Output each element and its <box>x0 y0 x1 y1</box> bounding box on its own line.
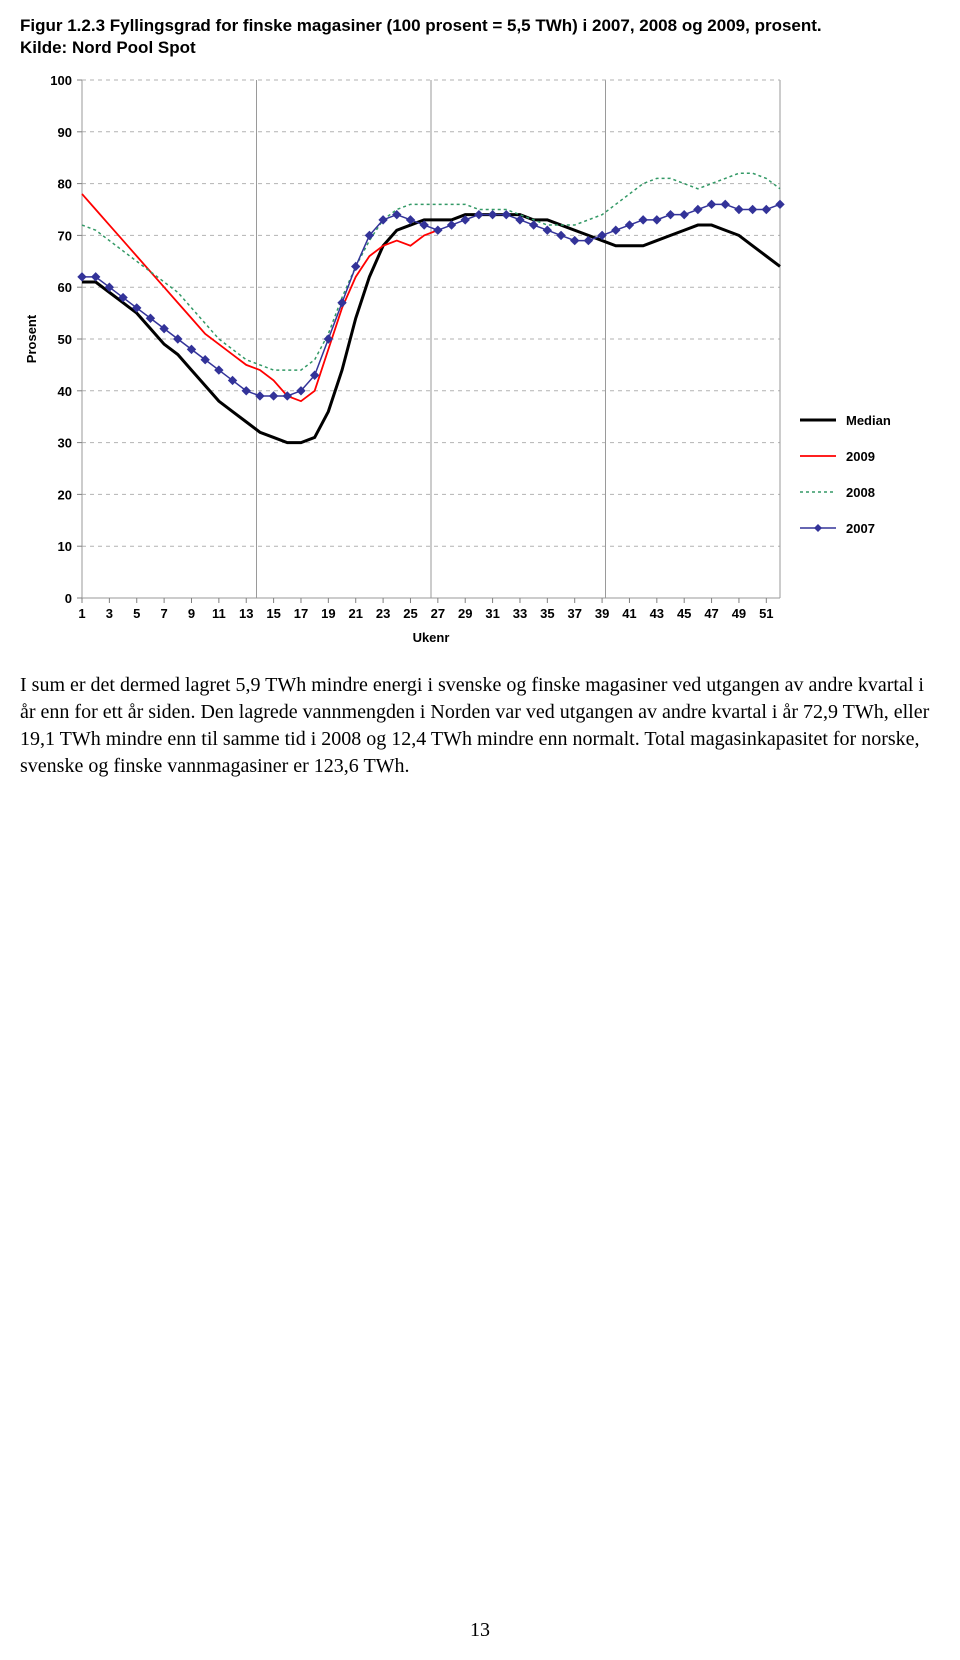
svg-text:47: 47 <box>704 606 718 621</box>
svg-text:25: 25 <box>403 606 417 621</box>
svg-text:5: 5 <box>133 606 140 621</box>
svg-text:100: 100 <box>50 73 72 88</box>
svg-text:0: 0 <box>65 591 72 606</box>
svg-text:35: 35 <box>540 606 554 621</box>
chart-svg: 0102030405060708090100135791113151719212… <box>20 70 940 650</box>
svg-text:70: 70 <box>58 228 72 243</box>
svg-text:43: 43 <box>650 606 664 621</box>
svg-text:23: 23 <box>376 606 390 621</box>
figure-source: Kilde: Nord Pool Spot <box>20 38 940 58</box>
svg-text:39: 39 <box>595 606 609 621</box>
svg-text:27: 27 <box>431 606 445 621</box>
svg-text:2008: 2008 <box>846 485 875 500</box>
svg-text:9: 9 <box>188 606 195 621</box>
svg-text:80: 80 <box>58 177 72 192</box>
svg-text:29: 29 <box>458 606 472 621</box>
svg-text:51: 51 <box>759 606 773 621</box>
figure-title: Figur 1.2.3 Fyllingsgrad for finske maga… <box>20 16 940 36</box>
svg-text:2009: 2009 <box>846 449 875 464</box>
svg-text:1: 1 <box>78 606 85 621</box>
svg-text:Median: Median <box>846 413 891 428</box>
svg-text:41: 41 <box>622 606 636 621</box>
svg-text:10: 10 <box>58 539 72 554</box>
svg-text:Ukenr: Ukenr <box>413 630 450 645</box>
svg-text:49: 49 <box>732 606 746 621</box>
svg-text:90: 90 <box>58 125 72 140</box>
svg-text:50: 50 <box>58 332 72 347</box>
svg-text:31: 31 <box>485 606 499 621</box>
svg-text:Prosent: Prosent <box>24 314 39 363</box>
page-number: 13 <box>0 1619 960 1642</box>
svg-text:17: 17 <box>294 606 308 621</box>
svg-text:20: 20 <box>58 487 72 502</box>
svg-text:33: 33 <box>513 606 527 621</box>
svg-text:15: 15 <box>266 606 280 621</box>
svg-text:19: 19 <box>321 606 335 621</box>
line-chart: 0102030405060708090100135791113151719212… <box>20 70 940 650</box>
svg-text:13: 13 <box>239 606 253 621</box>
svg-text:60: 60 <box>58 280 72 295</box>
body-paragraph: I sum er det dermed lagret 5,9 TWh mindr… <box>20 672 940 780</box>
svg-text:45: 45 <box>677 606 691 621</box>
svg-text:3: 3 <box>106 606 113 621</box>
svg-text:37: 37 <box>567 606 581 621</box>
svg-text:7: 7 <box>161 606 168 621</box>
svg-text:30: 30 <box>58 436 72 451</box>
svg-text:21: 21 <box>348 606 362 621</box>
svg-text:40: 40 <box>58 384 72 399</box>
svg-text:11: 11 <box>212 606 226 621</box>
svg-text:2007: 2007 <box>846 521 875 536</box>
